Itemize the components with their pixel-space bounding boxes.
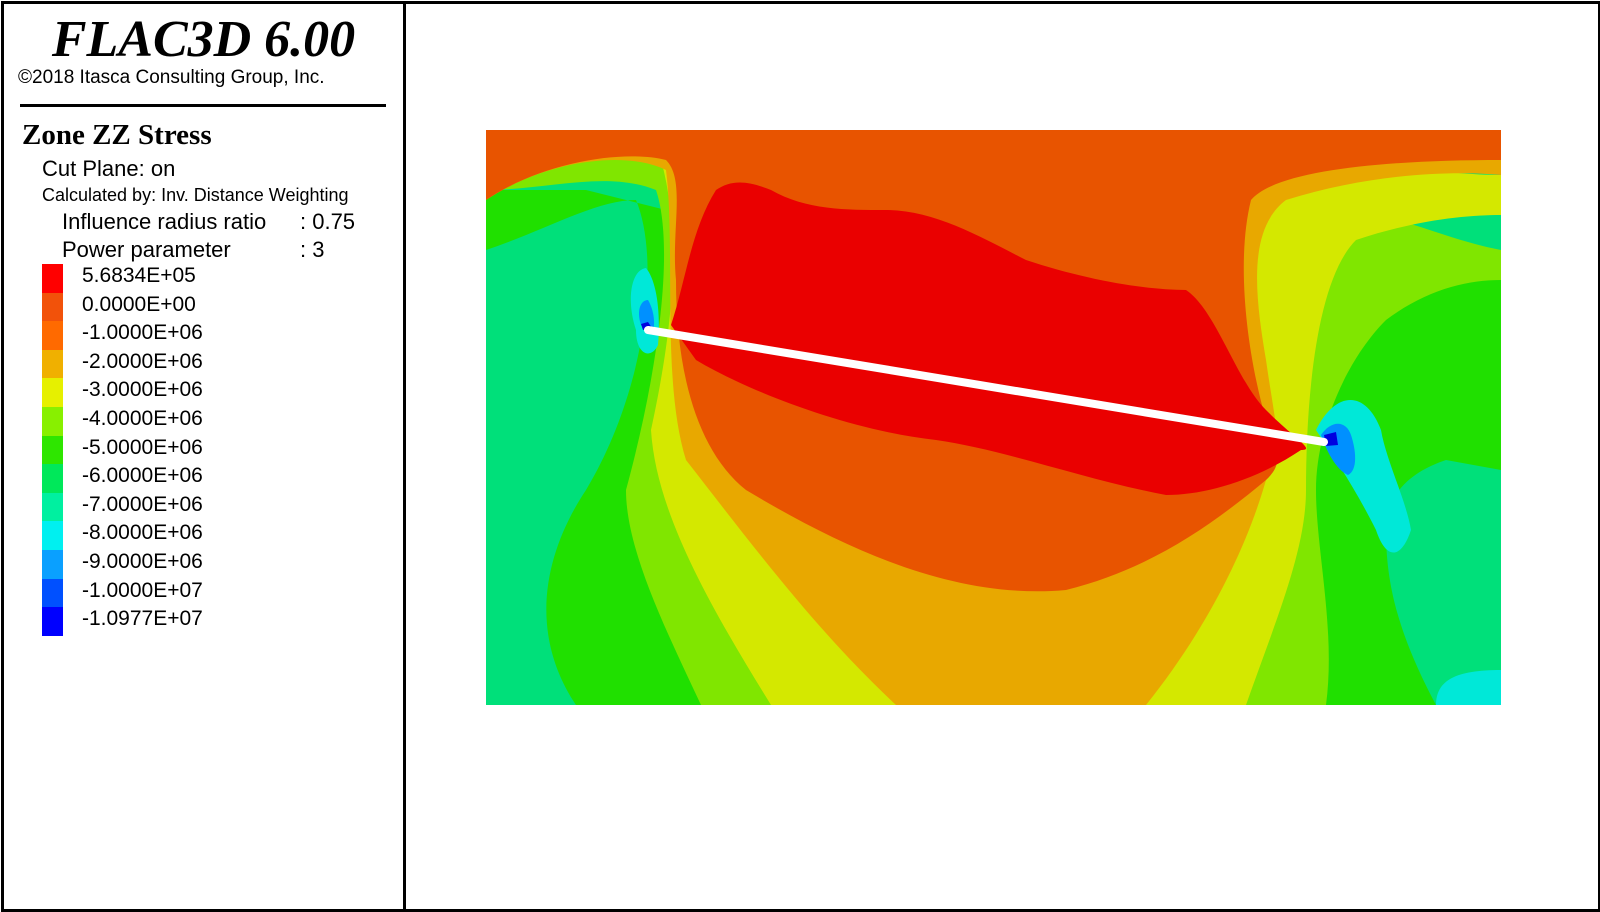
legend-swatch: [42, 378, 63, 407]
legend-panel: FLAC3D 6.00 ©2018 Itasca Consulting Grou…: [4, 4, 406, 909]
legend-label: -8.0000E+06: [82, 521, 203, 545]
contour-band-cyan-corner: [1436, 670, 1501, 705]
legend-labels: 5.6834E+05 0.0000E+00 -1.0000E+06 -2.0000E+…: [82, 262, 203, 634]
legend-label: -4.0000E+06: [82, 406, 203, 430]
legend-swatch: [42, 549, 63, 579]
legend-label: -9.0000E+06: [82, 549, 203, 573]
legend-swatch: [42, 521, 63, 550]
legend-swatch: [42, 321, 63, 350]
legend-swatch: [42, 292, 63, 322]
legend-label: 5.6834E+05: [82, 264, 196, 287]
legend-label: -2.0000E+06: [82, 349, 203, 373]
influence-radius-value: : 0.75: [300, 209, 356, 234]
legend-label: -1.0000E+06: [82, 321, 203, 345]
legend-swatch: [42, 464, 63, 493]
legend-label: -3.0000E+06: [82, 378, 203, 402]
fracture-line: [644, 326, 1328, 446]
legend-label: -1.0977E+07: [82, 607, 203, 631]
influence-radius-label: Influence radius ratio: [62, 209, 267, 234]
legend-swatch: [42, 578, 63, 608]
legend-label: 0.0000E+00: [82, 292, 196, 316]
legend-swatch: [42, 406, 63, 436]
legend-label: -7.0000E+06: [82, 492, 203, 516]
power-parameter-value: : 3: [300, 237, 325, 262]
plot-title: Zone ZZ Stress: [22, 119, 212, 151]
title-divider: [20, 104, 386, 107]
legend-label: -5.0000E+06: [82, 435, 203, 459]
legend-swatch: [42, 349, 63, 379]
legend-swatch: [42, 492, 63, 522]
contour-band-red: [671, 182, 1307, 495]
calculation-method: Calculated by: Inv. Distance Weighting: [42, 185, 349, 205]
copyright-text: ©2018 Itasca Consulting Group, Inc.: [18, 67, 325, 88]
legend-label: -1.0000E+07: [82, 578, 203, 602]
legend-swatch: [42, 435, 63, 465]
legend-color-bar: [42, 264, 63, 636]
legend-swatch: [42, 607, 63, 636]
contour-plot: [486, 130, 1501, 705]
legend-swatch: [42, 264, 63, 293]
legend-label: -6.0000E+06: [82, 464, 203, 488]
app-title: FLAC3D 6.00: [51, 11, 356, 68]
power-parameter-label: Power parameter: [62, 237, 231, 262]
cut-plane-status: Cut Plane: on: [42, 156, 176, 181]
